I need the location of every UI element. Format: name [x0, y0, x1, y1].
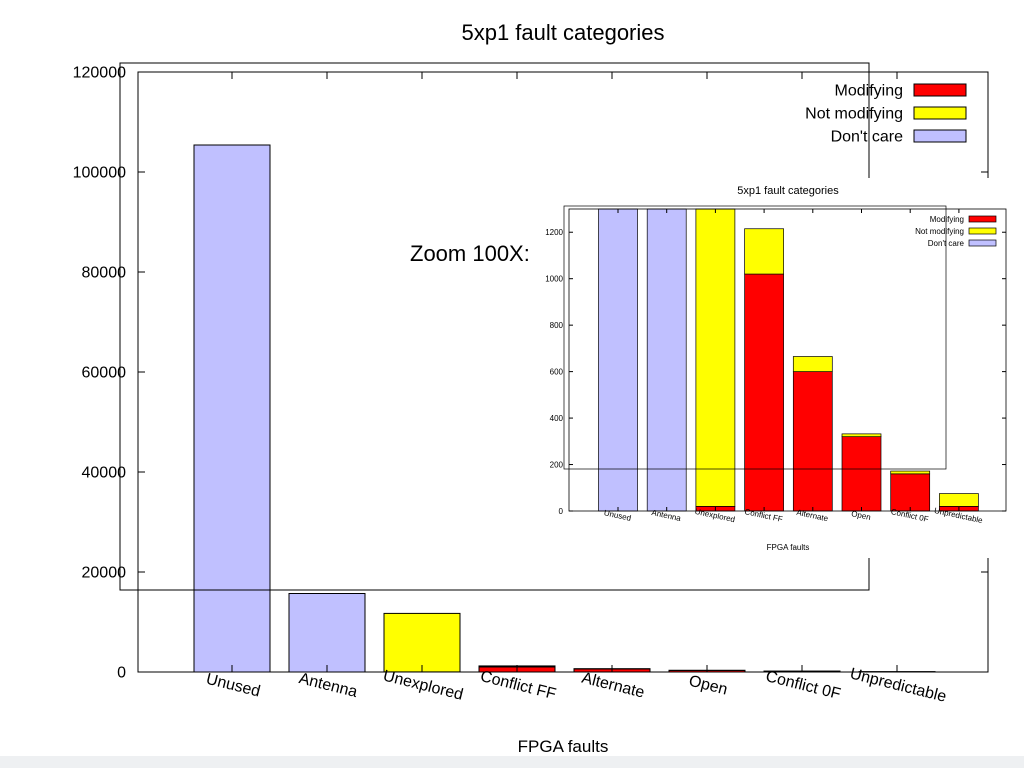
main-legend-swatch: [913, 106, 967, 120]
inset-x-tick-label: Open: [851, 509, 872, 522]
inset-bar-unpredictable-not-modifying: [939, 493, 979, 507]
inset-y-tick-label: 600: [550, 367, 564, 376]
main-x-tick-label: Open: [687, 673, 729, 699]
main-x-tick-label: Conflict FF: [479, 668, 558, 703]
inset-legend-swatch: [968, 215, 997, 223]
main-y-tick-label: 40000: [82, 465, 127, 482]
main-x-tick-label: Conflict 0F: [764, 668, 843, 703]
inset-y-tick-label: 800: [550, 321, 564, 330]
inset-bar-open-not-modifying: [841, 433, 882, 438]
bottom-strip: [0, 756, 1024, 768]
main-bar-antenna-don-t-care: [288, 593, 366, 673]
inset-bar-alternate-not-modifying: [792, 356, 833, 372]
main-x-axis-label: FPGA faults: [518, 737, 609, 756]
inset-legend-swatch: [968, 227, 997, 235]
main-bar-unused-don-t-care: [193, 144, 271, 673]
inset-bar-unexplored-not-modifying: [695, 208, 736, 507]
main-legend-label: Not modifying: [805, 106, 903, 123]
inset-legend-label: Not modifying: [915, 227, 964, 236]
inset-y-tick-label: 200: [550, 460, 564, 469]
main-x-tick-label: Unused: [204, 671, 262, 701]
main-y-axis: 0 20000 40000 60000 80000 100000 120000: [73, 65, 988, 682]
main-y-tick-label: 0: [117, 665, 126, 682]
inset-x-axis-label: FPGA faults: [767, 543, 810, 552]
inset-y-tick-label: 400: [550, 414, 564, 423]
inset-bar-open-modifying: [841, 436, 882, 512]
inset-plot-frame: [568, 208, 1007, 512]
inset-zoom-outline: [563, 205, 947, 470]
main-legend-swatch: [913, 129, 967, 143]
inset-bar-conflict-0f-not-modifying: [890, 470, 931, 475]
main-x-tick-label: Antenna: [297, 670, 359, 701]
main-chart-title: 5xp1 fault categories: [461, 20, 664, 45]
inset-bar-conflict-ff-modifying: [744, 273, 784, 512]
zoom-label: Zoom 100X:: [410, 241, 530, 266]
main-x-tick-label: Unexplored: [381, 667, 465, 703]
main-y-tick-label: 80000: [82, 265, 127, 282]
inset-chart: 5xp1 fault categories 0 200 400 600 800 1000 1…: [545, 178, 1007, 558]
inset-chart-title: 5xp1 fault categories: [737, 185, 839, 197]
main-y-tick-label: 60000: [82, 365, 127, 382]
main-bar-unexplored-not-modifying: [383, 612, 461, 673]
inset-bar-conflict-ff-not-modifying: [744, 228, 784, 275]
inset-bar-alternate-modifying: [792, 371, 833, 512]
main-y-tick-label: 120000: [73, 65, 126, 82]
inset-bar-conflict-0f-modifying: [890, 473, 931, 512]
main-x-tick-label: Alternate: [580, 670, 646, 702]
inset-y-tick-label: 1200: [545, 228, 563, 237]
inset-legend-swatch: [968, 239, 997, 247]
inset-legend-label: Modifying: [930, 215, 964, 224]
main-legend-swatch: [913, 83, 967, 97]
inset-y-tick-label: 0: [559, 507, 564, 516]
main-chart: 5xp1 fault categories 0 20000 40000 60000 80…: [73, 20, 989, 756]
main-legend-label: Don't care: [831, 129, 904, 146]
inset-y-tick-label: 1000: [545, 274, 563, 283]
inset-bars: [598, 208, 979, 512]
main-y-tick-label: 100000: [73, 165, 126, 182]
inset-bar-unused-don-t-care: [598, 208, 638, 512]
inset-bar-antenna-don-t-care: [646, 208, 687, 512]
inset-y-axis: 0 200 400 600 800 1000 1200: [545, 228, 1006, 516]
main-y-tick-label: 20000: [82, 565, 127, 582]
